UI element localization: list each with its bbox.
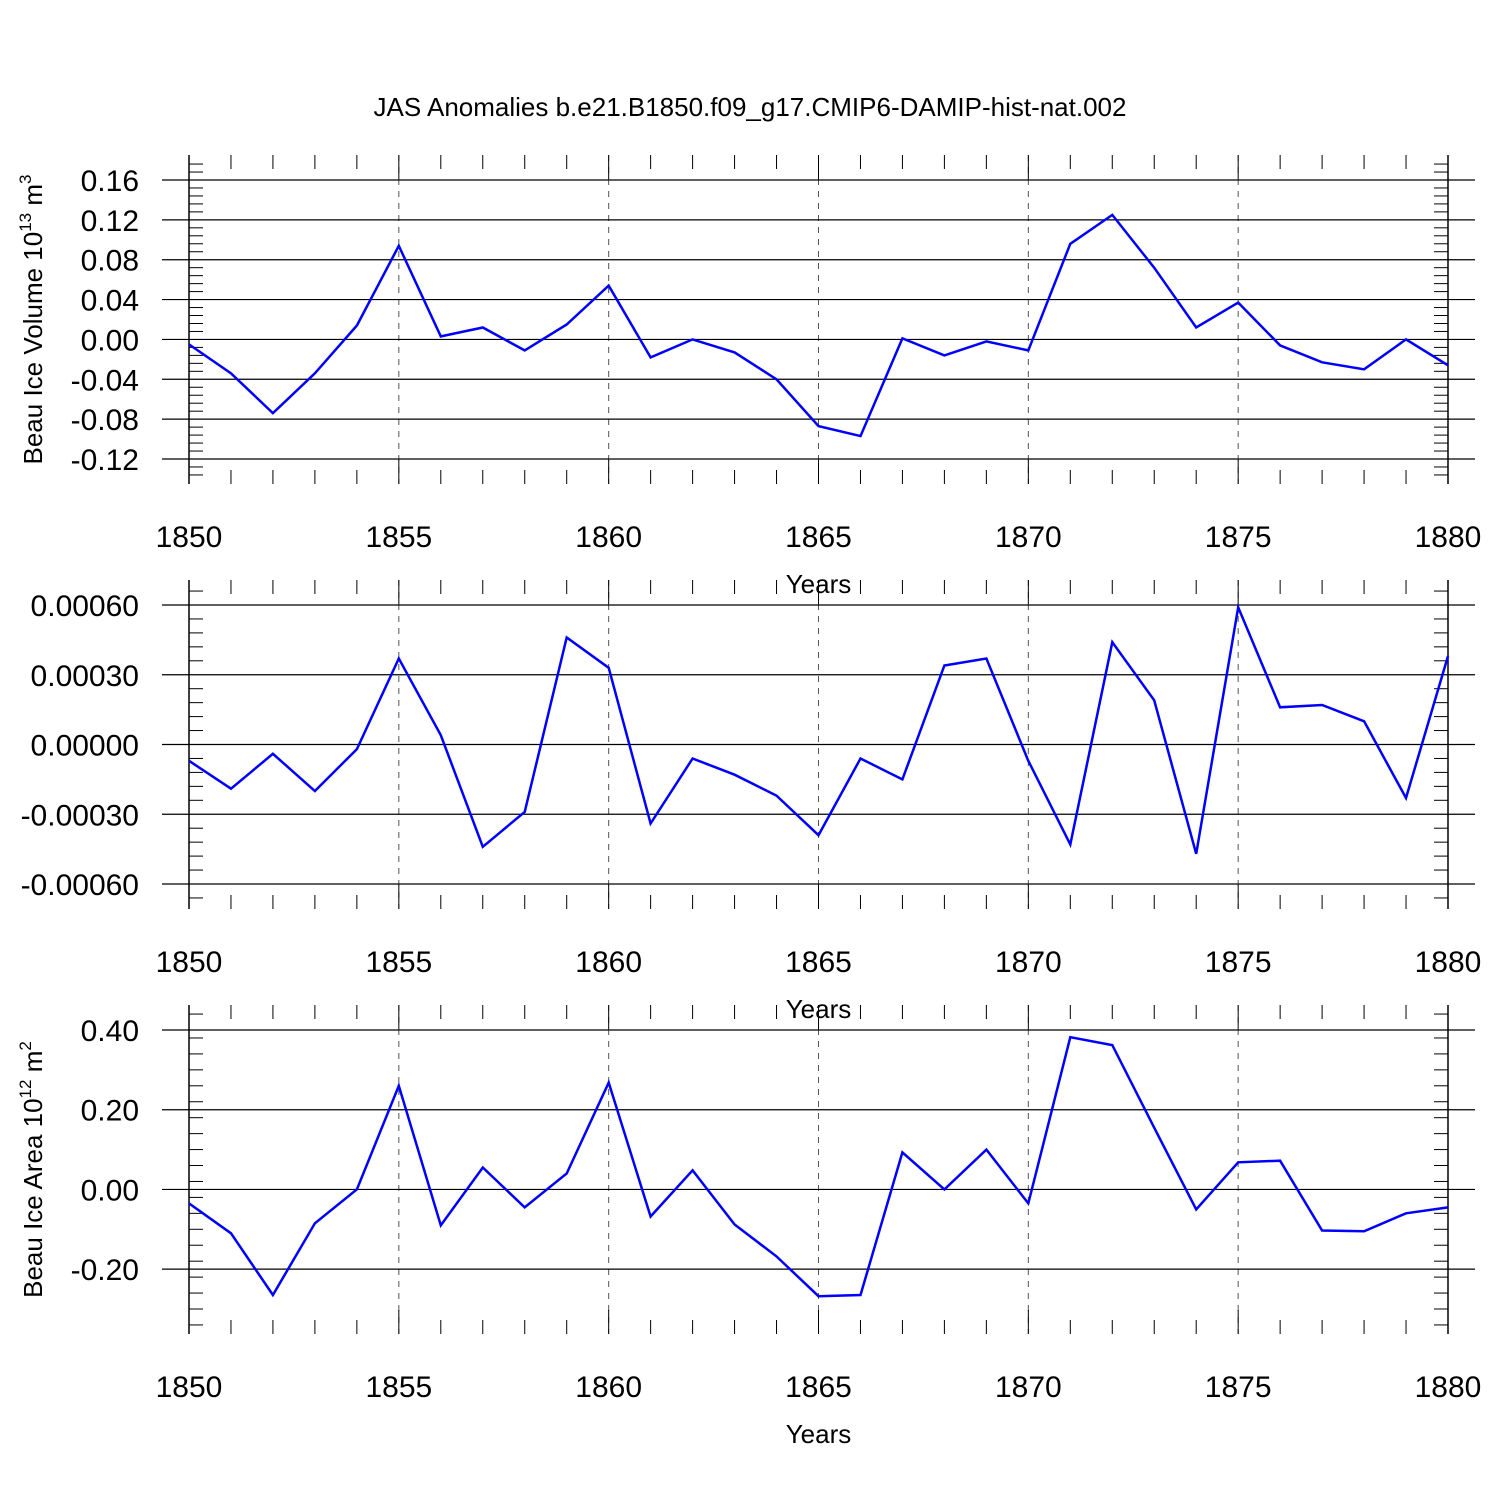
x-tick-label: 1870 <box>995 1371 1062 1404</box>
y-tick-label: -0.08 <box>71 404 139 437</box>
y-tick-label: 0.20 <box>81 1095 139 1128</box>
x-axis-label: Years <box>786 1419 852 1449</box>
y-axis-label: Beau Ice Volume 1013 m3 <box>16 175 48 465</box>
x-tick-label: 1880 <box>1415 946 1482 979</box>
data-series-line <box>188 1035 1449 1298</box>
x-tick-label: 1880 <box>1415 1371 1482 1404</box>
x-tick-label: 1855 <box>365 946 432 979</box>
y-tick-label: -0.20 <box>71 1254 139 1287</box>
x-tick-label: 1875 <box>1205 946 1272 979</box>
x-tick-label: 1860 <box>575 946 642 979</box>
y-tick-label: 0.00 <box>81 1174 139 1207</box>
y-tick-label: -0.04 <box>71 364 139 397</box>
chart-panel-1: 0.16 0.12 0.08 0.04 0.00 -0.04 -0.08 -0.12 1850 1… <box>16 155 1481 599</box>
y-tick-label: -0.00030 <box>21 799 139 832</box>
x-tick-label: 1850 <box>156 1371 223 1404</box>
y-tick-label: 0.40 <box>81 1015 139 1048</box>
x-tick-label: 1855 <box>365 521 432 554</box>
y-axis-label: Beau Ice Area 1012 m2 <box>16 1041 48 1298</box>
y-tick-label: 0.16 <box>81 165 139 198</box>
panels: 0.16 0.12 0.08 0.04 0.00 -0.04 -0.08 -0.12 1850 1… <box>16 155 1481 1449</box>
x-tick-label: 1880 <box>1415 521 1482 554</box>
y-tick-label: 0.00060 <box>31 590 139 623</box>
x-tick-label: 1855 <box>365 1371 432 1404</box>
data-series-line <box>188 602 1450 855</box>
x-tick-label: 1860 <box>575 521 642 554</box>
chart-panel-2: 0.00060 0.00030 0.00000 -0.00030 -0.00060 185… <box>21 580 1482 1024</box>
y-tick-label: 0.00 <box>81 324 139 357</box>
y-tick-label: 0.00000 <box>31 730 139 763</box>
data-series-line <box>188 213 1449 438</box>
x-tick-label: 1870 <box>995 521 1062 554</box>
x-tick-label: 1865 <box>785 521 852 554</box>
x-tick-label: 1875 <box>1205 521 1272 554</box>
x-tick-label: 1865 <box>785 1371 852 1404</box>
x-tick-label: 1870 <box>995 946 1062 979</box>
figure-title: JAS Anomalies b.e21.B1850.f09_g17.CMIP6-… <box>374 92 1127 122</box>
y-tick-label: -0.12 <box>71 444 139 477</box>
x-tick-label: 1865 <box>785 946 852 979</box>
x-tick-label: 1850 <box>156 946 223 979</box>
y-tick-label: 0.04 <box>81 285 139 318</box>
x-tick-label: 1850 <box>156 521 223 554</box>
chart-panel-3: 0.40 0.20 0.00 -0.20 1850 1855 1860 1865 1870 187… <box>16 1005 1481 1449</box>
y-tick-label: 0.12 <box>81 205 139 238</box>
y-tick-label: -0.00060 <box>21 869 139 902</box>
x-tick-label: 1875 <box>1205 1371 1272 1404</box>
x-tick-label: 1860 <box>575 1371 642 1404</box>
y-tick-label: 0.08 <box>81 245 139 278</box>
y-tick-label: 0.00030 <box>31 660 139 693</box>
